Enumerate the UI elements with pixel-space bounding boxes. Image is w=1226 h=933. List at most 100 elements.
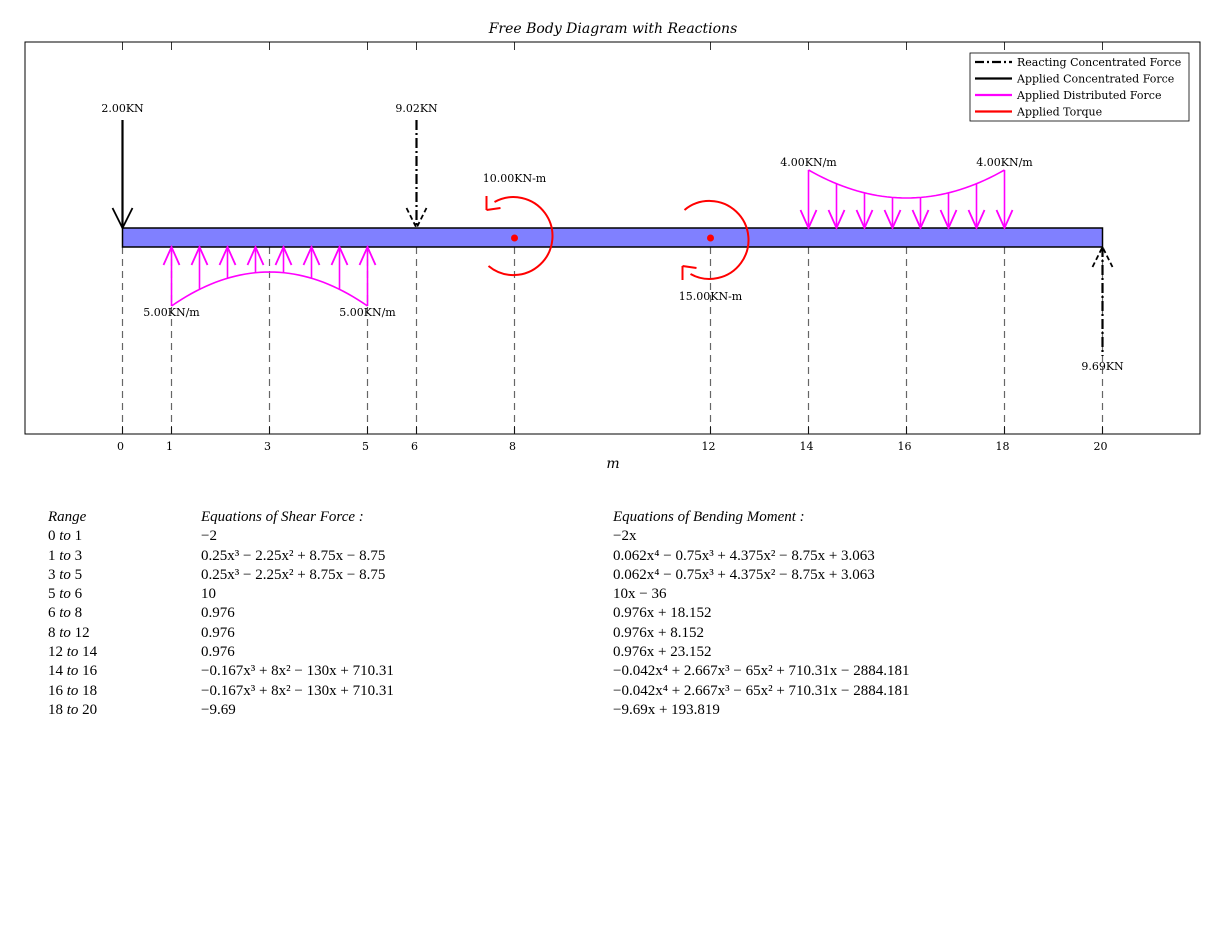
distributed-arrow-head — [218, 244, 237, 266]
equation-row: 14 to 16 −0.167x³ + 8x² − 130x + 710.31 −0… — [48, 662, 1113, 681]
legend-label: Applied Torque — [1016, 106, 1102, 119]
equation-row: 16 to 18 −0.167x³ + 8x² − 130x + 710.31 −0… — [48, 682, 1113, 701]
moment-equation-cell: −2x — [613, 528, 637, 545]
distributed-arrow-head — [190, 244, 209, 266]
distributed-load-label: 4.00KN/m — [976, 156, 1033, 169]
legend: Reacting Concentrated Force Applied Conce… — [969, 52, 1190, 122]
distributed-arrow-head — [883, 209, 902, 231]
shear-equation-cell: 0.25x³ − 2.25x² + 8.75x − 8.75 — [201, 547, 386, 564]
x-tick-label: 0 — [117, 440, 124, 453]
distributed-arrow-head — [330, 244, 349, 266]
axes-frame — [24, 41, 1201, 435]
legend-label: Applied Concentrated Force — [1016, 73, 1174, 86]
equations-table: Range Equations of Shear Force : Equatio… — [48, 508, 1113, 720]
shear-header: Equations of Shear Force : — [201, 509, 364, 525]
equation-row: 6 to 8 0.976 0.976x + 18.152 — [48, 604, 1113, 623]
shear-equation-cell: −0.167x³ + 8x² − 130x + 710.31 — [201, 663, 394, 680]
range-cell: 18 to 20 — [48, 701, 98, 718]
torque-arc — [683, 199, 750, 280]
tick-marks — [122, 42, 1103, 434]
shear-equation-cell: −0.167x³ + 8x² − 130x + 710.31 — [201, 682, 394, 699]
shear-equation-cell: 0.25x³ − 2.25x² + 8.75x − 8.75 — [201, 566, 386, 583]
distributed-arrow-head — [827, 209, 846, 231]
distributed-load-label: 5.00KN/m — [143, 306, 200, 319]
distributed-arrow-head — [162, 244, 181, 266]
range-cell: 1 to 3 — [48, 547, 83, 564]
moment-equation-cell: 0.062x⁴ − 0.75x³ + 4.375x² − 8.75x + 3.0… — [613, 566, 875, 583]
distributed-arrow-head — [995, 209, 1014, 231]
distributed-arrow-head — [799, 209, 818, 231]
legend-label: Reacting Concentrated Force — [1017, 56, 1181, 69]
range-cell: 6 to 8 — [48, 605, 83, 622]
shear-equation-cell: −2 — [201, 528, 217, 545]
range-cell: 5 to 6 — [48, 586, 83, 603]
distributed-load-label: 4.00KN/m — [780, 156, 837, 169]
shear-equation-cell: −9.69 — [201, 701, 236, 718]
moment-equation-cell: 0.976x + 23.152 — [613, 644, 712, 661]
equation-row: 5 to 6 10 10x − 36 — [48, 585, 1113, 604]
x-tick-label: 18 — [996, 440, 1010, 453]
range-cell: 3 to 5 — [48, 566, 83, 583]
range-cell: 16 to 18 — [48, 682, 98, 699]
moment-equation-cell: 0.062x⁴ − 0.75x³ + 4.375x² − 8.75x + 3.0… — [613, 547, 875, 564]
distributed-arrow-head — [274, 244, 293, 266]
distributed-load-curve — [808, 169, 1005, 199]
torque-center — [511, 234, 518, 242]
torque-arrow-head — [485, 196, 501, 211]
torques: 10.00KN-m 15.00KN-m — [483, 172, 750, 303]
equation-row: 12 to 14 0.976 0.976x + 23.152 — [48, 643, 1113, 662]
distributed-arrow-head — [911, 209, 930, 231]
torque-label: 15.00KN-m — [679, 290, 743, 303]
range-cell: 12 to 14 — [48, 644, 98, 661]
moment-equation-cell: 0.976x + 18.152 — [613, 605, 712, 622]
equation-row: 0 to 1 −2 −2x — [48, 527, 1113, 546]
x-tick-label: 6 — [411, 440, 418, 453]
distributed-arrow-head — [358, 244, 377, 266]
distributed-arrow-head — [246, 244, 265, 266]
moment-header: Equations of Bending Moment : — [613, 509, 805, 525]
x-tick-label: 3 — [264, 440, 271, 453]
beam — [121, 227, 1104, 248]
x-tick-label: 20 — [1094, 440, 1108, 453]
tick-labels: 0 1 3 5 6 8 12 14 16 18 20 — [117, 440, 1108, 453]
moment-equation-cell: 0.976x + 8.152 — [613, 624, 704, 641]
moment-equation-cell: −0.042x⁴ + 2.667x³ − 65x² + 710.31x − 28… — [613, 682, 910, 699]
distributed-arrow-head — [939, 209, 958, 231]
moment-equation-cell: −9.69x + 193.819 — [613, 701, 720, 718]
legend-label: Applied Distributed Force — [1016, 89, 1161, 102]
distributed-arrow-head — [967, 209, 986, 231]
shear-equation-cell: 0.976 — [201, 624, 235, 641]
x-axis-label: m — [606, 456, 619, 472]
x-tick-label: 8 — [509, 440, 516, 453]
x-tick-label: 14 — [800, 440, 814, 453]
distributed-load-curve — [171, 271, 368, 307]
x-tick-label: 16 — [898, 440, 912, 453]
diagram-title: Free Body Diagram with Reactions — [488, 21, 738, 37]
x-tick-label: 12 — [702, 440, 716, 453]
range-cell: 8 to 12 — [48, 624, 90, 641]
guide-lines — [121, 247, 1104, 434]
equations-header-row: Range Equations of Shear Force : Equatio… — [48, 508, 1113, 527]
x-tick-label: 5 — [362, 440, 369, 453]
force-label: 2.00KN — [101, 102, 144, 115]
legend-box — [969, 52, 1190, 122]
force-label: 9.02KN — [395, 102, 438, 115]
torque-label: 10.00KN-m — [483, 172, 547, 185]
force-label: 9.69KN — [1081, 360, 1124, 373]
equation-row: 8 to 12 0.976 0.976x + 8.152 — [48, 624, 1113, 643]
equation-row: 1 to 3 0.25x³ − 2.25x² + 8.75x − 8.75 0.06… — [48, 547, 1113, 566]
distributed-arrow-head — [855, 209, 874, 231]
range-cell: 0 to 1 — [48, 528, 83, 545]
distributed-arrow-head — [302, 244, 321, 266]
equation-row: 18 to 20 −9.69 −9.69x + 193.819 — [48, 701, 1113, 720]
moment-equation-cell: −0.042x⁴ + 2.667x³ − 65x² + 710.31x − 28… — [613, 663, 910, 680]
shear-equation-cell: 0.976 — [201, 605, 235, 622]
concentrated-forces: 2.00KN 9.02KN 9.69KN — [101, 102, 1124, 373]
torque-arc — [487, 196, 554, 277]
distributed-loads: 5.00KN/m 5.00KN/m 4.00KN/m 4.00KN/m — [143, 156, 1033, 319]
torque-arrow-head — [681, 265, 697, 280]
force-arrow-head — [111, 207, 134, 231]
range-cell: 14 to 16 — [48, 663, 98, 680]
distributed-load-label: 5.00KN/m — [339, 306, 396, 319]
torque-center — [707, 234, 714, 242]
